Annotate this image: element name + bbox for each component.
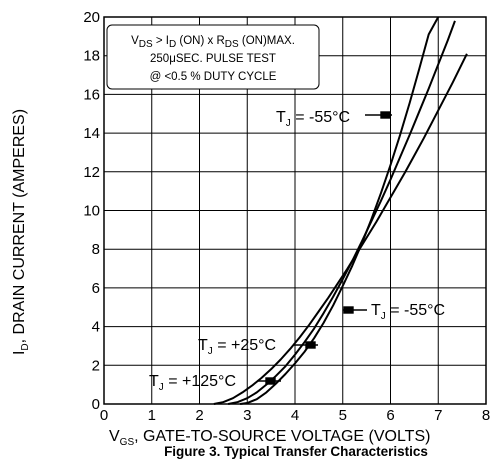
label-tj-minus55-bottom: TJ = -55°C [371, 302, 445, 322]
x-tick-label: 5 [339, 407, 347, 424]
y-tick-label: 8 [92, 241, 100, 258]
test-conditions-note: VDS > ID (ON) x RDS (ON)MAX. 250μSEC. PU… [106, 24, 320, 90]
y-tick-label: 14 [83, 125, 100, 142]
label-tj-plus125: TJ = +125°C [149, 373, 236, 393]
curve-tj-minus55 [239, 16, 440, 405]
note-line-1: VDS > ID (ON) x RDS (ON)MAX. [131, 35, 295, 50]
note-line-2: 250μSEC. PULSE TEST [150, 53, 276, 65]
y-tick-label: 2 [92, 357, 100, 374]
x-axis-label: VGS, GATE-TO-SOURCE VOLTAGE (VOLTS) [109, 428, 430, 448]
y-tick-label: 4 [92, 319, 100, 336]
y-tick-label: 12 [83, 164, 100, 181]
x-tick-label: 1 [148, 407, 156, 424]
curve-tj-plus125 [213, 53, 468, 405]
pointer-tj-minus55-bottom-mark [343, 306, 354, 314]
y-axis-label: ID, DRAIN CURRENT (AMPERES) [11, 109, 31, 355]
label-tj-minus55-top: TJ = -55°C [276, 109, 350, 129]
note-line-3: @ <0.5 % DUTY CYCLE [150, 71, 277, 83]
x-tick-label: 4 [291, 407, 299, 424]
x-tick-label: 3 [243, 407, 251, 424]
plot-frame [103, 16, 487, 405]
x-tick-label: 0 [100, 407, 108, 424]
y-tick-label: 0 [92, 396, 100, 413]
y-tick-label: 16 [83, 86, 100, 103]
label-tj-plus25: TJ = +25°C [198, 337, 276, 357]
y-tick-label: 20 [83, 9, 100, 26]
x-tick-label: 7 [434, 407, 442, 424]
y-tick-label: 10 [83, 203, 100, 220]
y-tick-label: 6 [92, 280, 100, 297]
curve-labels: TJ = -55°C TJ = -55°C TJ = +25°C TJ = +1… [149, 109, 445, 393]
y-tick-label: 18 [83, 48, 100, 65]
x-tick-label: 2 [195, 407, 203, 424]
x-tick-label: 8 [482, 407, 490, 424]
label-pointers [257, 111, 392, 385]
y-tick-labels: 0 2 4 6 8 10 12 14 16 18 20 [83, 9, 100, 413]
pointer-tj-plus25-mark [305, 341, 316, 349]
x-tick-labels: 0 1 2 3 4 5 6 7 8 [100, 407, 490, 424]
pointer-tj-plus125-mark [265, 377, 276, 385]
pointer-tj-minus55-top-mark [380, 111, 391, 119]
figure-caption: Figure 3. Typical Transfer Characteristi… [164, 444, 428, 459]
axes [103, 16, 487, 405]
x-tick-label: 6 [386, 407, 394, 424]
note-box [106, 24, 320, 90]
